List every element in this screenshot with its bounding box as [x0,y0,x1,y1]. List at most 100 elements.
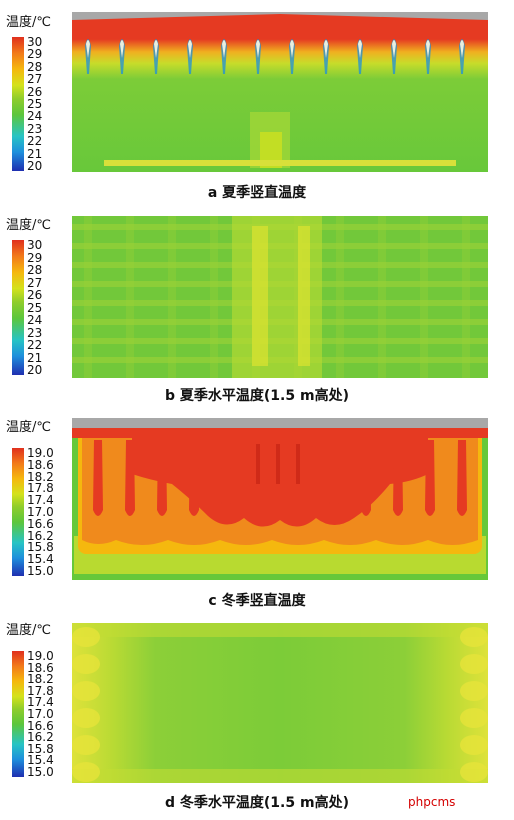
unit-label: 温度/℃ [6,15,51,30]
caption-b: b 夏季水平温度(1.5 m高处) [165,388,349,404]
scale-tick-label: 18.2 [27,469,54,484]
scale-tick-label: 15.8 [27,741,54,756]
heating-jet [125,440,135,516]
edge-warm-band [72,769,488,783]
scale-tick-label: 15.0 [27,765,54,779]
warm-band [84,216,92,378]
scale-tick-label: 15.4 [27,753,54,768]
warm-spot [72,654,100,674]
warm-band [378,216,386,378]
warm-spot [460,708,488,728]
scale-tick-label: 15.4 [27,552,54,567]
vertical-temperature-map-winter [72,418,488,580]
scale-tick-label: 27 [27,275,43,290]
scale-tick-label: 22 [27,338,43,352]
panel-d: 温度/℃ 19.0 18.6 18.2 17.8 17.4 17.0 16.6 16.2 15.… [0,615,514,820]
warm-spot [460,735,488,755]
hot-stripe [298,226,310,366]
scale-tick-label: 16.2 [27,730,54,745]
temperature-field [72,623,488,783]
hot-stripe [252,226,268,366]
floor-warm-band [104,160,456,166]
unit-label: 温度/℃ [6,420,51,435]
scale-tick-label: 15.8 [27,540,54,555]
heating-jet [157,440,167,516]
caption-a: a 夏季竖直温度 [207,185,307,201]
warm-spot [72,627,100,647]
panel-a: 温度/℃ 30 29 28 27 26 25 24 23 22 21 20 a 夏季竖直温度 [0,0,514,210]
scale-tick-label: 25 [27,300,43,315]
warm-spot [460,681,488,701]
supply-air-jet-core [188,40,192,58]
warm-spot [72,708,100,728]
scale-tick-label: 24 [27,109,43,124]
scale-tick-label: 21 [27,350,43,365]
heating-jet-core [256,444,260,484]
scale-ticks: 19.0 18.6 18.2 17.8 17.4 17.0 16.6 16.2 15.8 15.4… [27,649,67,779]
heating-jet [457,440,467,516]
scale-tick-label: 19.0 [27,446,54,460]
scale-tick-label: 29 [27,250,43,265]
heating-jet [93,440,103,516]
color-scale-bar [12,37,24,171]
warm-band [420,216,428,378]
supply-air-jet-core [256,40,260,58]
scale-tick-label: 28 [27,59,43,74]
scale-tick-label: 16.6 [27,718,54,733]
supply-air-jet-core [154,40,158,58]
scale-ticks: 19.0 18.6 18.2 17.8 17.4 17.0 16.6 16.2 15.8 15.4… [27,446,67,578]
scale-tick-label: 25 [27,97,43,111]
supply-air-jet-core [358,40,362,58]
panel-b: 温度/℃ 30 29 28 27 26 25 24 23 22 21 20 b 夏季水平温度(1.5… [0,210,514,410]
scale-tick-label: 17.0 [27,505,54,519]
panel-c: 温度/℃ 19.0 18.6 18.2 17.8 17.4 17.0 16.6 16.2 15.… [0,410,514,615]
warm-band [210,216,218,378]
horizontal-temperature-map-winter [72,623,488,783]
roof-area [72,418,488,428]
scale-tick-label: 26 [27,84,43,99]
scale-tick-label: 18.6 [27,457,54,472]
heating-jet-core [276,444,280,484]
scale-tick-label: 17.0 [27,707,54,721]
supply-air-jet-core [426,40,430,58]
scale-tick-label: 15.0 [27,564,54,578]
color-scale-bar [12,240,24,375]
supply-air-jet-core [222,40,226,58]
warm-band [126,216,134,378]
warm-plume-core [260,132,282,168]
scale-tick-label: 18.6 [27,660,54,675]
scale-tick-label: 20 [27,363,43,377]
scale-tick-label: 24 [27,313,43,327]
scale-tick-label: 27 [27,72,43,87]
warm-spot [72,681,100,701]
scale-ticks: 30 29 28 27 26 25 24 23 22 21 20 [27,36,67,172]
scale-tick-label: 26 [27,288,43,302]
scale-tick-label: 17.8 [27,481,54,496]
supply-air-jet-core [290,40,294,58]
ceiling-hot-layer [72,428,488,438]
heating-jet [221,440,231,516]
caption-c: c 冬季竖直温度 [208,593,306,609]
heating-jet [425,440,435,516]
scale-tick-label: 16.2 [27,528,54,543]
horizontal-temperature-map-summer [72,216,488,378]
supply-air-jet-core [392,40,396,58]
warm-spot [72,762,100,782]
warm-band [168,216,176,378]
scale-tick-label: 22 [27,134,43,149]
warm-spot [460,627,488,647]
roof-area [72,12,488,20]
warm-spot [72,735,100,755]
scale-tick-label: 30 [27,238,43,252]
supply-air-jet-core [120,40,124,58]
watermark: phpcms [408,795,456,809]
warm-spot [460,654,488,674]
scale-tick-label: 28 [27,263,43,277]
scale-tick-label: 17.4 [27,493,54,508]
heating-jet [189,440,199,516]
scale-tick-label: 23 [27,325,43,340]
scale-tick-label: 19.0 [27,649,54,663]
scale-ticks: 30 29 28 27 26 25 24 23 22 21 20 [27,238,67,377]
supply-air-jet-core [86,40,90,58]
color-scale-bar [12,448,24,576]
